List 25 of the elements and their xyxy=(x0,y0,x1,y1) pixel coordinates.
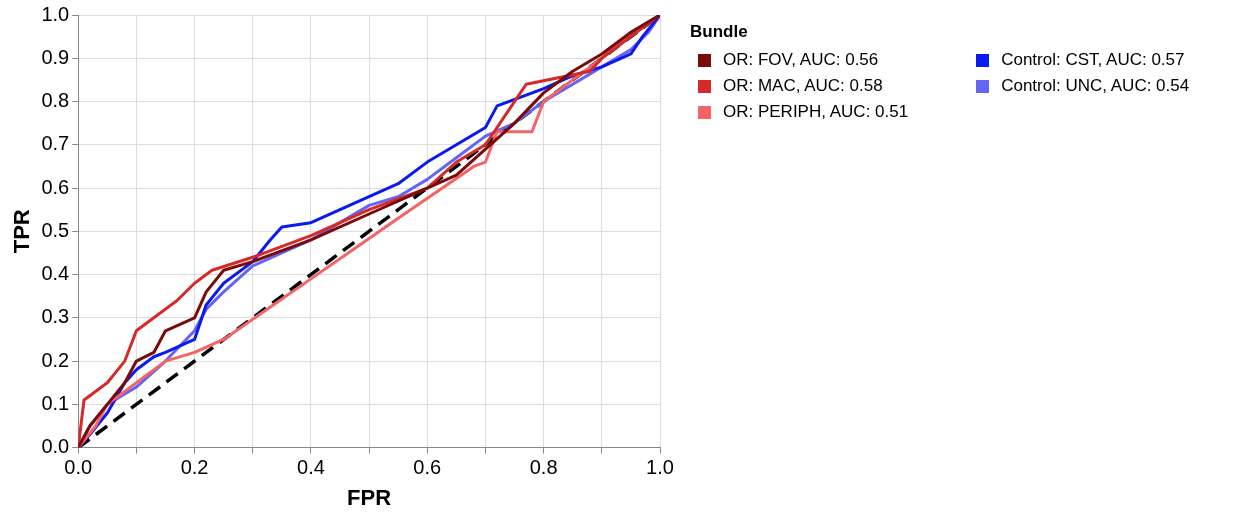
y-tick-label: 0.7 xyxy=(41,132,70,155)
y-tick-label: 0.6 xyxy=(41,175,70,198)
y-axis-title: TPR xyxy=(9,209,35,254)
legend-label: Control: CST, AUC: 0.57 xyxy=(1001,50,1185,70)
x-tick-label: 0.8 xyxy=(529,456,558,479)
y-tick-label: 0.1 xyxy=(41,391,70,414)
y-tick-label: 0.0 xyxy=(41,435,70,458)
legend-label: OR: FOV, AUC: 0.56 xyxy=(723,50,879,70)
legend-label: OR: MAC, AUC: 0.58 xyxy=(723,76,883,96)
legend-label: OR: PERIPH, AUC: 0.51 xyxy=(723,102,909,122)
legend-label: Control: UNC, AUC: 0.54 xyxy=(1001,76,1190,96)
x-tick-label: 0.6 xyxy=(413,456,442,479)
x-tick-label: 0.0 xyxy=(64,456,93,479)
y-tick-label: 1.0 xyxy=(41,2,70,25)
y-tick-label: 0.3 xyxy=(41,305,70,328)
y-tick-label: 0.2 xyxy=(41,348,70,371)
y-tick-label: 0.5 xyxy=(41,218,70,241)
y-tick-label: 0.9 xyxy=(41,45,70,68)
legend-title: Bundle xyxy=(690,22,749,42)
x-tick-label: 1.0 xyxy=(646,456,674,479)
y-tick-label: 0.8 xyxy=(41,89,70,112)
x-tick-label: 0.4 xyxy=(297,456,325,479)
x-axis-title: FPR xyxy=(347,484,392,510)
y-tick-label: 0.4 xyxy=(41,262,70,285)
x-tick-label: 0.2 xyxy=(180,456,209,479)
